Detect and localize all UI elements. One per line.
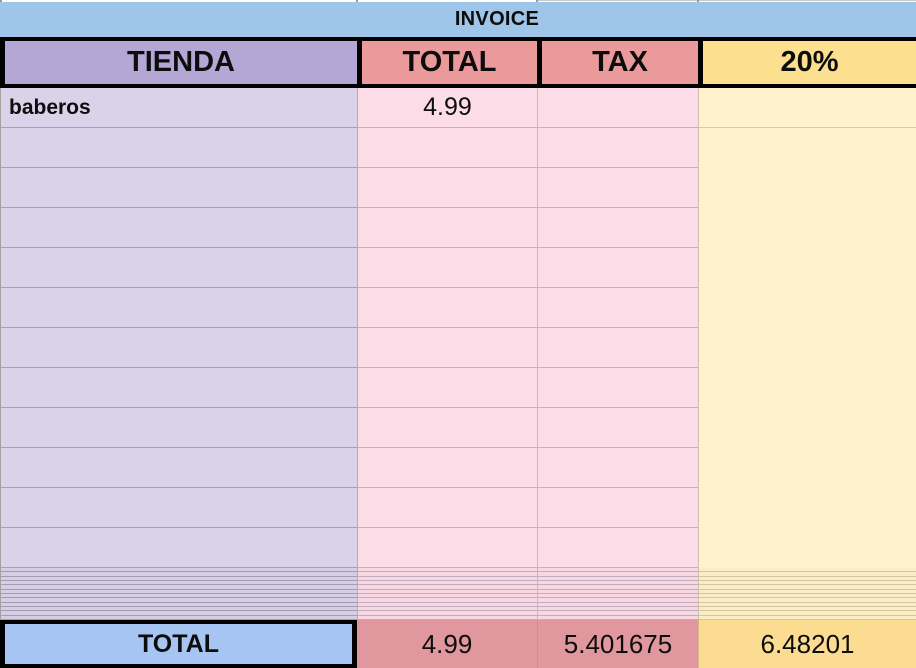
table-row: [0, 368, 916, 408]
cell[interactable]: [357, 408, 537, 448]
footer-total-value[interactable]: 4.99: [357, 620, 537, 668]
cell[interactable]: [0, 448, 357, 488]
collapsed-rows-band: [0, 568, 916, 620]
table-row: [0, 128, 916, 168]
header-cell-tienda[interactable]: TIENDA: [0, 41, 357, 84]
cell-item-20pct[interactable]: [698, 88, 916, 128]
cell[interactable]: [357, 528, 537, 568]
column-tick: [536, 0, 538, 2]
header-cell-20pct[interactable]: 20%: [698, 41, 916, 84]
cell[interactable]: [537, 288, 698, 328]
footer-total-label[interactable]: TOTAL: [0, 620, 357, 668]
cell[interactable]: [698, 248, 916, 288]
column-tick: [0, 0, 2, 2]
top-gridline-sliver: [0, 0, 916, 2]
cell[interactable]: [537, 128, 698, 168]
collapsed-row[interactable]: [0, 593, 916, 599]
cell[interactable]: [0, 328, 357, 368]
cell[interactable]: [537, 248, 698, 288]
header-cell-tax[interactable]: TAX: [537, 41, 698, 84]
cell[interactable]: [537, 528, 698, 568]
column-tick: [356, 0, 358, 2]
cell[interactable]: [357, 448, 537, 488]
cell[interactable]: [537, 448, 698, 488]
header-row: TIENDA TOTAL TAX 20%: [0, 37, 916, 88]
cell[interactable]: [698, 448, 916, 488]
cell[interactable]: [698, 408, 916, 448]
cell[interactable]: [537, 488, 698, 528]
table-row: [0, 328, 916, 368]
cell[interactable]: [0, 248, 357, 288]
cell[interactable]: [357, 328, 537, 368]
column-tick: [697, 0, 699, 2]
invoice-banner-cell[interactable]: INVOICE: [0, 2, 916, 37]
table-row: [0, 168, 916, 208]
cell[interactable]: [698, 288, 916, 328]
cell[interactable]: [357, 248, 537, 288]
table-row: [0, 248, 916, 288]
cell[interactable]: [0, 528, 357, 568]
cell[interactable]: [698, 528, 916, 568]
table-row: baberos 4.99: [0, 88, 916, 128]
cell[interactable]: [0, 488, 357, 528]
cell[interactable]: [537, 368, 698, 408]
cell[interactable]: [357, 208, 537, 248]
totals-row: TOTAL 4.99 5.401675 6.48201: [0, 620, 916, 668]
table-body: baberos 4.99: [0, 88, 916, 568]
collapsed-row[interactable]: [0, 580, 916, 586]
table-row: [0, 528, 916, 568]
top-gridline: [537, 0, 916, 1]
cell-item-total[interactable]: 4.99: [357, 88, 537, 128]
cell[interactable]: [537, 168, 698, 208]
collapsed-row[interactable]: [0, 615, 916, 620]
cell[interactable]: [0, 408, 357, 448]
cell[interactable]: [357, 368, 537, 408]
cell[interactable]: [698, 368, 916, 408]
cell[interactable]: [537, 208, 698, 248]
header-cell-total[interactable]: TOTAL: [357, 41, 537, 84]
table-row: [0, 408, 916, 448]
cell[interactable]: [698, 168, 916, 208]
cell-item-name[interactable]: baberos: [0, 88, 357, 128]
invoice-title: INVOICE: [454, 8, 540, 30]
cell-item-tax[interactable]: [537, 88, 698, 128]
cell[interactable]: [537, 408, 698, 448]
table-row: [0, 448, 916, 488]
collapsed-row[interactable]: [0, 606, 916, 612]
cell[interactable]: [0, 208, 357, 248]
collapsed-row[interactable]: [0, 611, 916, 616]
collapsed-row[interactable]: [0, 602, 916, 607]
cell[interactable]: [698, 488, 916, 528]
collapsed-row[interactable]: [0, 568, 916, 573]
footer-tax-value[interactable]: 5.401675: [537, 620, 698, 668]
collapsed-row[interactable]: [0, 572, 916, 577]
cell[interactable]: [357, 288, 537, 328]
collapsed-row[interactable]: [0, 589, 916, 594]
footer-20pct-value[interactable]: 6.48201: [698, 620, 916, 668]
collapsed-row[interactable]: [0, 585, 916, 590]
collapsed-row[interactable]: [0, 598, 916, 603]
cell[interactable]: [0, 168, 357, 208]
table-row: [0, 208, 916, 248]
cell[interactable]: [698, 208, 916, 248]
cell[interactable]: [698, 328, 916, 368]
table-row: [0, 288, 916, 328]
cell[interactable]: [0, 128, 357, 168]
cell[interactable]: [698, 128, 916, 168]
cell[interactable]: [0, 368, 357, 408]
cell[interactable]: [357, 128, 537, 168]
table-row: [0, 488, 916, 528]
collapsed-row[interactable]: [0, 576, 916, 581]
cell[interactable]: [537, 328, 698, 368]
cell[interactable]: [357, 488, 537, 528]
cell[interactable]: [357, 168, 537, 208]
cell[interactable]: [0, 288, 357, 328]
